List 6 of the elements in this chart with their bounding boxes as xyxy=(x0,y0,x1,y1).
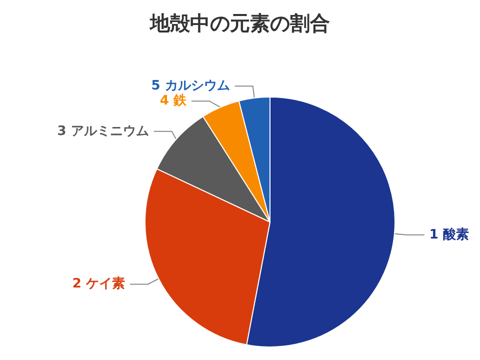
slice-label: 3 アルミニウム xyxy=(57,124,149,139)
slice-label: 5 カルシウム xyxy=(151,78,230,94)
chart-title: 地殻中の元素の割合 xyxy=(149,11,330,35)
slice-label: 1 酸素 xyxy=(429,226,469,242)
slice-label: 4 鉄 xyxy=(160,94,188,109)
slice-label: 2 ケイ素 xyxy=(72,276,125,292)
